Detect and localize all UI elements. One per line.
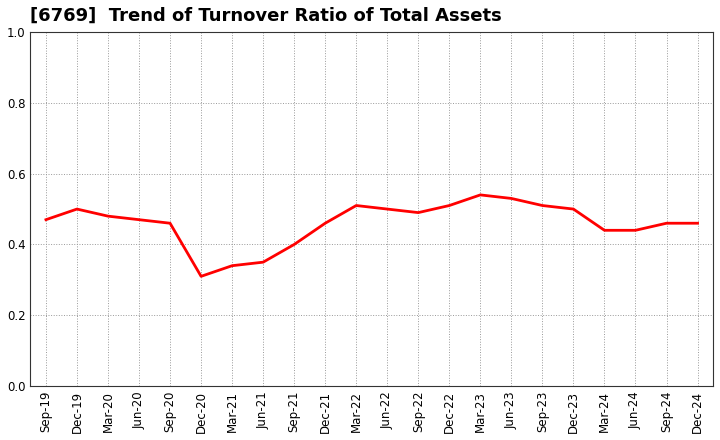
Text: [6769]  Trend of Turnover Ratio of Total Assets: [6769] Trend of Turnover Ratio of Total … [30, 7, 502, 25]
